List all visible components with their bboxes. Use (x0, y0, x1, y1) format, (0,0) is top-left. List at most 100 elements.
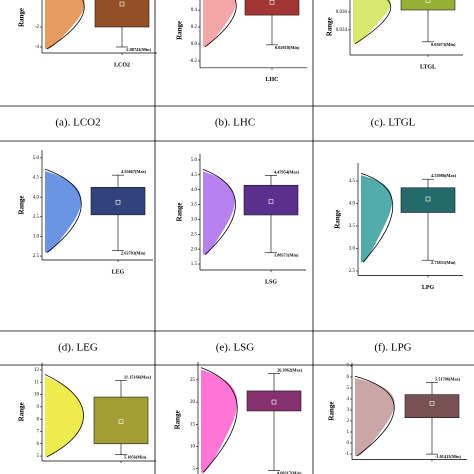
box (244, 0, 300, 16)
y-tick-label: 2 (347, 419, 350, 424)
caption: (e). LSG (216, 342, 255, 354)
density-cloud (45, 0, 85, 49)
y-axis-label: Range (326, 17, 334, 36)
y-tick-label: 3.5 (191, 203, 198, 208)
y-tick-label: -1 (345, 452, 350, 457)
y-tick-label: 7 (347, 364, 350, 369)
stat-annotation: 2.73831(Min) (431, 260, 456, 265)
y-tick-label: 3.0 (349, 247, 356, 252)
density-curve (200, 367, 238, 473)
y-tick-label: 3.0 (33, 235, 40, 240)
box (400, 187, 456, 213)
y-tick-label: -0.2 (189, 59, 197, 64)
density-curve (44, 168, 82, 253)
y-tick-label: 0 (347, 441, 350, 446)
mean-marker (269, 0, 275, 5)
y-tick-label: 2.0 (191, 247, 198, 252)
box (400, 0, 456, 11)
y-tick-label: 12 (34, 368, 40, 373)
caption: (d). LEG (58, 342, 98, 354)
y-tick-label: 3.5 (349, 224, 356, 229)
y-tick-label: 10 (190, 445, 196, 450)
x-axis-label: LPG (422, 285, 435, 291)
y-axis-label: Range (334, 210, 342, 229)
density-cloud (353, 0, 391, 44)
y-tick-label: 3.5 (33, 215, 40, 220)
x-axis-label: LSG (265, 279, 277, 285)
caption: (c). LTGL (371, 117, 416, 129)
stat-annotation: 5.1056(Min) (124, 455, 147, 460)
x-axis-label: LEG (112, 269, 125, 275)
stat-annotation: 0.03073(Min) (431, 42, 456, 47)
density-cloud (45, 171, 82, 253)
density-curve (354, 375, 395, 457)
stat-annotation: 4.53986(Max) (431, 173, 457, 178)
y-tick-label: 0.034 (336, 28, 348, 33)
x-axis-label: LCO2 (114, 62, 130, 68)
x-axis-label: LTGL (420, 64, 436, 70)
y-axis-label: Range (174, 410, 182, 429)
y-tick-label: 2.5 (191, 232, 198, 237)
stat-annotation: 11.15166(Max) (124, 374, 152, 379)
y-tick-label: 20 (190, 400, 196, 405)
mean-marker (425, 196, 431, 202)
stat-annotation: 26.3962(Max) (277, 368, 303, 373)
stat-annotation: 2.63783(Min) (121, 251, 146, 256)
box (94, 0, 150, 28)
y-tick-label: 9 (37, 405, 40, 410)
density-cloud (201, 369, 238, 473)
box (93, 396, 149, 445)
stat-annotation: -1.01415(Min) (435, 454, 461, 459)
y-tick-label: 5.0 (33, 156, 40, 161)
y-tick-label: 4.5 (349, 179, 356, 184)
y-tick-label: 8 (37, 417, 40, 422)
mean-marker (119, 1, 125, 7)
y-tick-label: 4.0 (33, 195, 40, 200)
y-tick-label: 4.5 (33, 176, 40, 181)
y-tick-label: 3 (347, 408, 350, 413)
y-tick-label: 0.2 (191, 25, 198, 30)
y-tick-label: -2 (35, 25, 40, 30)
caption: (f). LPG (374, 342, 411, 354)
stat-annotation: 4.55667(Max) (121, 169, 147, 174)
density-curve (354, 0, 392, 45)
caption: (a). LCO2 (55, 117, 100, 129)
density-cloud (203, 0, 236, 47)
density-curve (46, 0, 85, 50)
y-tick-label: 15 (190, 422, 196, 427)
box (243, 184, 299, 216)
y-tick-label: 3.0 (191, 218, 198, 223)
box (246, 390, 302, 412)
y-tick-label: 6 (347, 375, 350, 380)
y-tick-label: 2.5 (33, 254, 40, 259)
density-cloud (203, 171, 236, 255)
mean-marker (429, 401, 435, 406)
y-tick-label: 5.0 (191, 158, 198, 163)
y-axis-label: Range (176, 21, 184, 40)
y-axis-label: Range (328, 402, 336, 421)
y-tick-label: 0.036 (336, 10, 348, 15)
stat-annotation: 5.51706(Max) (435, 376, 461, 381)
density-cloud (361, 175, 393, 263)
y-axis-label: Range (18, 195, 26, 214)
y-tick-label: 2.5 (349, 269, 356, 274)
density-curve (44, 374, 84, 458)
stat-annotation: 4.60317(Min) (277, 471, 302, 474)
density-curve (360, 172, 394, 263)
y-tick-label: 5 (347, 386, 350, 391)
density-cloud (45, 376, 84, 457)
y-tick-label: 10 (34, 393, 40, 398)
y-tick-label: 4.0 (349, 202, 356, 207)
y-tick-label: 5 (37, 454, 40, 459)
mean-marker (271, 399, 277, 405)
mean-marker (268, 199, 274, 204)
x-axis-label: LHC (265, 77, 278, 83)
y-tick-label: 4.0 (191, 188, 198, 193)
y-tick-label: 6 (37, 442, 40, 447)
mean-marker (118, 419, 124, 424)
y-axis-label: Range (18, 8, 26, 27)
y-tick-label: -4 (35, 45, 40, 50)
stat-annotation: 0.02918(Min) (275, 45, 300, 50)
